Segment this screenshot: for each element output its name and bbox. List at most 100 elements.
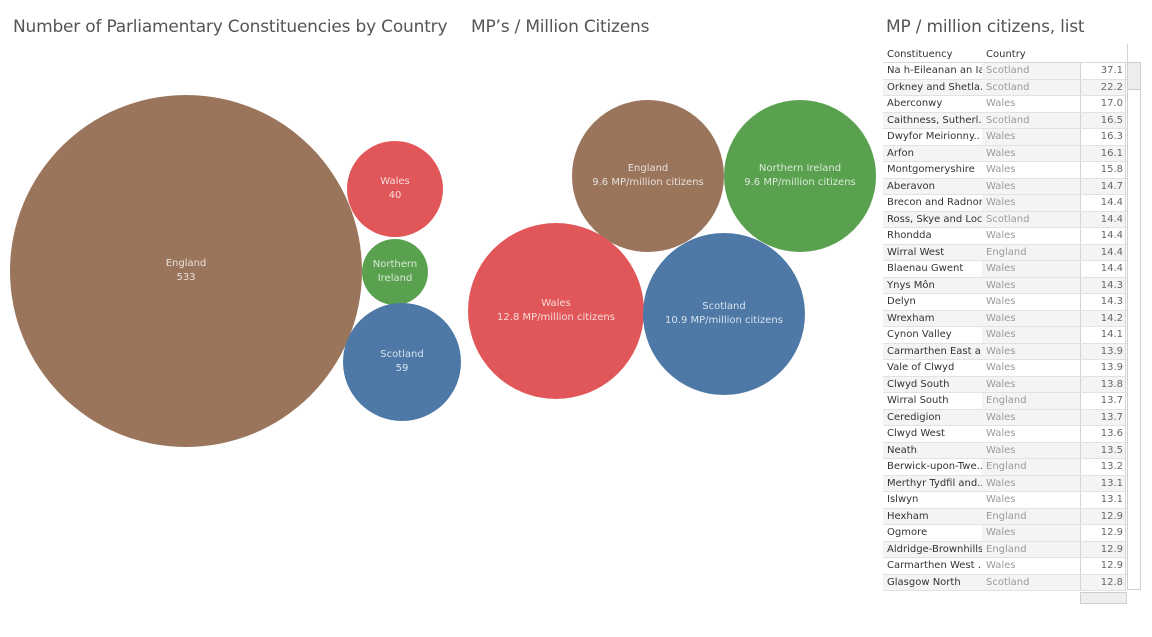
table-row[interactable]: Orkney and Shetla.. Scotland 22.2	[883, 79, 1127, 96]
bubble-wales-constituencies[interactable]: Wales 40	[347, 141, 443, 237]
bubble-northern-ireland-constituencies[interactable]: Northern Ireland	[362, 239, 428, 305]
table-row[interactable]: Ceredigion Wales 13.7	[883, 409, 1127, 426]
table-row[interactable]: Arfon Wales 16.1	[883, 145, 1127, 162]
cell-constituency: Merthyr Tydfil and..	[883, 475, 986, 491]
cell-constituency: Orkney and Shetla..	[883, 79, 986, 95]
table-row[interactable]: Islwyn Wales 13.1	[883, 492, 1127, 509]
cell-constituency: Glasgow North	[883, 574, 986, 590]
table-scrollbar-thumb[interactable]	[1128, 63, 1140, 90]
table-row[interactable]: Blaenau Gwent Wales 14.4	[883, 261, 1127, 278]
cell-country: Wales	[982, 294, 1080, 310]
cell-mp-per-million: 13.8	[1080, 376, 1126, 392]
cell-constituency: Na h-Eileanan an Iar	[887, 65, 986, 76]
cell-constituency: Blaenau Gwent	[887, 263, 964, 274]
cell-country: Wales	[982, 129, 1080, 145]
cell-mp-per-million: 14.4	[1080, 228, 1126, 244]
cell-country: England	[982, 508, 1080, 524]
table-row[interactable]: Brecon and Radnor.. Wales 14.4	[883, 195, 1127, 212]
table-row[interactable]: Neath Wales 13.5	[883, 442, 1127, 459]
cell-constituency: Caithness, Sutherl..	[883, 112, 986, 128]
chart1-title: Number of Parliamentary Constituencies b…	[13, 17, 448, 37]
cell-country: Wales	[982, 343, 1080, 359]
cell-constituency: Aldridge-Brownhills	[883, 541, 986, 557]
cell-mp-per-million: 14.3	[1080, 294, 1126, 310]
cell-constituency: Carmarthen West ..	[887, 560, 985, 571]
table-row[interactable]: Ogmore Wales 12.9	[883, 525, 1127, 542]
bubble-label: Northern	[372, 259, 418, 270]
cell-country: Scotland	[982, 112, 1080, 128]
table-row[interactable]: Caithness, Sutherl.. Scotland 16.5	[883, 112, 1127, 129]
table-row[interactable]: Wrexham Wales 14.2	[883, 310, 1127, 327]
table-row[interactable]: Vale of Clwyd Wales 13.9	[883, 360, 1127, 377]
table-row[interactable]: Carmarthen East a.. Wales 13.9	[883, 343, 1127, 360]
bubble-england-constituencies[interactable]: England 533	[10, 95, 362, 447]
cell-country: Wales	[982, 310, 1080, 326]
cell-mp-per-million: 13.6	[1080, 426, 1126, 442]
bubble-label: Scotland	[702, 301, 746, 312]
column-header-country[interactable]: Country	[986, 49, 1026, 60]
bubble-value: 533	[176, 272, 196, 283]
cell-country: Scotland	[982, 574, 1080, 590]
cell-country: Wales	[982, 162, 1080, 178]
cell-country: Scotland	[982, 63, 1080, 79]
table-row[interactable]: Hexham England 12.9	[883, 508, 1127, 525]
bubble-northern-ireland-mps-per-million[interactable]: Northern Ireland 9.6 MP/million citizens	[724, 100, 876, 252]
table-row[interactable]: Clwyd South Wales 13.8	[883, 376, 1127, 393]
cell-country: England	[982, 244, 1080, 260]
bubble-label: England	[165, 258, 207, 269]
cell-mp-per-million: 14.7	[1080, 178, 1126, 194]
cell-constituency: Aberavon	[883, 178, 986, 194]
table-row[interactable]: Cynon Valley Wales 14.1	[883, 327, 1127, 344]
cell-country: Wales	[982, 426, 1080, 442]
bubble-england-mps-per-million[interactable]: England 9.6 MP/million citizens	[572, 100, 724, 252]
table-header: Constituency Country	[883, 46, 1127, 62]
bubble-wales-mps-per-million[interactable]: Wales 12.8 MP/million citizens	[468, 223, 644, 399]
cell-mp-per-million: 16.5	[1080, 112, 1126, 128]
table-row[interactable]: Aldridge-Brownhills England 12.9	[883, 541, 1127, 558]
table-row[interactable]: Na h-Eileanan an Iar Scotland 37.1	[883, 63, 1127, 80]
table-footer-cell	[1080, 592, 1127, 604]
cell-country: Wales	[982, 360, 1080, 376]
cell-mp-per-million: 15.8	[1080, 162, 1126, 178]
cell-mp-per-million: 16.3	[1080, 129, 1126, 145]
table-row[interactable]: Aberconwy Wales 17.0	[883, 96, 1127, 113]
table-row[interactable]: Delyn Wales 14.3	[883, 294, 1127, 311]
table-row[interactable]: Ynys Môn Wales 14.3	[883, 277, 1127, 294]
table-row[interactable]: Rhondda Wales 14.4	[883, 228, 1127, 245]
table-row[interactable]: Ross, Skye and Loc.. Scotland 14.4	[883, 211, 1127, 228]
bubble-scotland-constituencies[interactable]: Scotland 59	[343, 303, 461, 421]
table-row[interactable]: Montgomeryshire Wales 15.8	[883, 162, 1127, 179]
cell-country: Wales	[982, 228, 1080, 244]
table-row[interactable]: Aberavon Wales 14.7	[883, 178, 1127, 195]
bubble-value: 10.9 MP/million citizens	[665, 315, 783, 326]
cell-country: England	[982, 393, 1080, 409]
table-row[interactable]: Glasgow North Scotland 12.8	[883, 574, 1127, 591]
cell-constituency: Islwyn	[887, 494, 919, 505]
cell-constituency: Clwyd South	[883, 376, 986, 392]
table-row[interactable]: Clwyd West Wales 13.6	[883, 426, 1127, 443]
cell-country: Wales	[982, 376, 1080, 392]
chart2-title: MP’s / Million Citizens	[471, 17, 650, 37]
bubble-scotland-mps-per-million[interactable]: Scotland 10.9 MP/million citizens	[643, 233, 805, 395]
bubble-value: 12.8 MP/million citizens	[497, 312, 615, 323]
table-row[interactable]: Berwick-upon-Twe.. England 13.2	[883, 459, 1127, 476]
table-row[interactable]: Merthyr Tydfil and.. Wales 13.1	[883, 475, 1127, 492]
bubble-label-line2: Ireland	[377, 273, 413, 284]
bubble-label: Northern Ireland	[758, 163, 842, 174]
table-row[interactable]: Dwyfor Meirionny.. Wales 16.3	[883, 129, 1127, 146]
cell-mp-per-million: 13.2	[1080, 459, 1126, 475]
cell-constituency: Wirral South	[887, 395, 949, 406]
cell-mp-per-million: 14.1	[1080, 327, 1126, 343]
table-row[interactable]: Wirral South England 13.7	[883, 393, 1127, 410]
table-row[interactable]: Wirral West England 14.4	[883, 244, 1127, 261]
cell-mp-per-million: 13.9	[1080, 343, 1126, 359]
table-scrollbar[interactable]	[1127, 62, 1141, 590]
bubble-value: 9.6 MP/million citizens	[744, 177, 856, 188]
cell-mp-per-million: 14.2	[1080, 310, 1126, 326]
cell-mp-per-million: 16.1	[1080, 145, 1126, 161]
table-title: MP / million citizens, list	[886, 17, 1085, 37]
table-row[interactable]: Carmarthen West .. Wales 12.9	[883, 558, 1127, 575]
cell-constituency: Ross, Skye and Loc..	[883, 211, 986, 227]
cell-mp-per-million: 12.9	[1080, 525, 1126, 541]
column-header-constituency[interactable]: Constituency	[887, 49, 953, 60]
